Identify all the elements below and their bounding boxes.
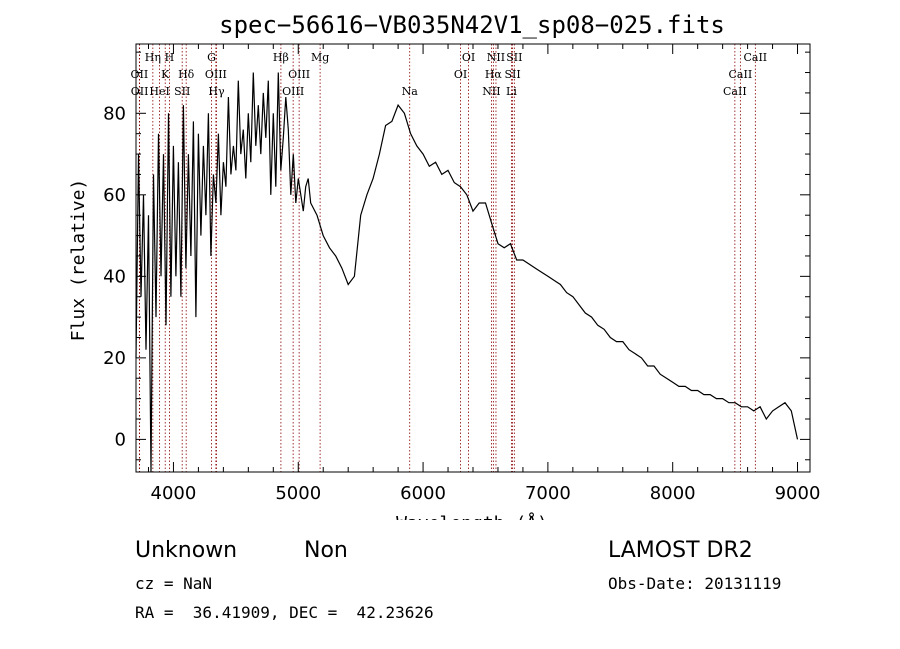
- line-label: SII: [174, 85, 190, 98]
- line-label: G: [207, 51, 216, 64]
- line-label: CaII: [743, 51, 767, 64]
- y-tick-label: 20: [103, 348, 126, 369]
- line-label: CaII: [729, 68, 753, 81]
- line-label: OII: [131, 85, 149, 98]
- spectrum-trace: [135, 72, 799, 473]
- line-label: Hβ: [273, 51, 289, 64]
- line-label: NII: [482, 85, 500, 98]
- line-label: OIII: [205, 68, 227, 81]
- y-axis-label: Flux (relative): [68, 179, 89, 342]
- redshift-label: cz = NaN: [135, 574, 213, 593]
- y-tick-label: 40: [103, 266, 126, 287]
- line-label: K: [161, 68, 170, 81]
- y-tick-label: 80: [103, 103, 126, 124]
- line-label: Li: [506, 85, 517, 98]
- x-axis-ticks: 4000 5000 6000 7000 8000 9000: [147, 44, 821, 504]
- line-label: SII: [504, 68, 520, 81]
- y-tick-label: 60: [103, 185, 126, 206]
- obs-date-label: Obs-Date: 20131119: [608, 574, 782, 593]
- y-axis-ticks: 0 20 40 60 80: [103, 51, 810, 461]
- emission-line-markers: [138, 44, 756, 472]
- line-label: Na: [402, 85, 419, 98]
- spectrum-chart: spec−56616−VB035N42V1_sp08−025.fits OII O…: [68, 11, 821, 520]
- line-label: Hη: [145, 51, 161, 64]
- line-label: Mg: [311, 51, 329, 64]
- line-label: OI: [454, 68, 467, 81]
- line-label: OIII: [282, 85, 304, 98]
- line-label: OIII: [288, 68, 310, 81]
- survey-label: LAMOST DR2: [608, 538, 753, 563]
- x-tick-label: 7000: [525, 483, 571, 504]
- x-tick-label: 4000: [151, 483, 197, 504]
- line-label: SII: [506, 51, 522, 64]
- x-tick-label: 8000: [650, 483, 696, 504]
- line-label: Hα: [485, 68, 503, 81]
- coordinates-label: RA = 36.41909, DEC = 42.23626: [135, 603, 434, 622]
- line-label: H: [165, 51, 175, 64]
- line-label: OI: [462, 51, 475, 64]
- line-label: HeI: [149, 85, 169, 98]
- line-label: Hγ: [208, 85, 225, 98]
- chart-title: spec−56616−VB035N42V1_sp08−025.fits: [219, 11, 725, 39]
- subclass-label: Non: [304, 538, 348, 563]
- x-tick-label: 5000: [275, 483, 321, 504]
- line-label: Hδ: [178, 68, 195, 81]
- x-tick-label: 6000: [400, 483, 446, 504]
- line-label: CaII: [723, 85, 747, 98]
- class-label: Unknown: [135, 538, 238, 563]
- line-label: NII: [487, 51, 505, 64]
- x-tick-label: 9000: [775, 483, 821, 504]
- y-tick-label: 0: [115, 429, 126, 450]
- emission-line-labels: OIIOIIHηHeIKHSIIHδGOIIIHγHβOIIIOIIIMgNaO…: [131, 51, 768, 98]
- line-label: OII: [131, 68, 149, 81]
- x-axis-label: Wavelength (Å): [396, 512, 548, 520]
